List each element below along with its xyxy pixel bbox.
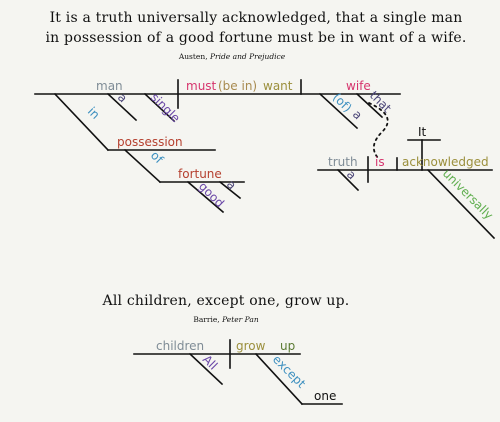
word-all: All	[200, 352, 220, 372]
word-must: must	[186, 79, 217, 93]
word-possession: possession	[117, 135, 183, 149]
word-a-fortune: a	[224, 177, 239, 192]
word-wife: wife	[346, 79, 371, 93]
quote2-citation: Barrie, Peter Pan	[193, 315, 259, 324]
modifier-line-a-fortune	[218, 180, 242, 200]
that-connector-dotted	[368, 102, 389, 159]
modifier-line-a-truth	[336, 168, 360, 192]
prep-line-except	[254, 352, 304, 406]
word-it: It	[418, 125, 427, 139]
diagram2-words: children grow up All except one	[156, 339, 336, 403]
modifier-line-good	[186, 180, 225, 214]
citation1-author: Austen,	[178, 52, 210, 61]
modifier-line-all	[188, 352, 224, 386]
word-want: want	[263, 79, 293, 93]
word-children: children	[156, 339, 204, 353]
prep-line-in	[53, 92, 110, 152]
word-universally: universally	[440, 166, 496, 222]
word-except: except	[270, 352, 309, 391]
word-acknowledged: acknowledged	[402, 155, 489, 169]
citation2-title: Peter Pan	[221, 315, 259, 324]
modifier-line-of	[318, 92, 359, 130]
quote1-line1: It is a truth universally acknowledged, …	[50, 10, 463, 26]
citation1-title: Pride and Prejudice	[209, 52, 286, 61]
word-be-in: (be in)	[218, 79, 257, 93]
word-man: man	[96, 79, 123, 93]
word-truth: truth	[328, 155, 358, 169]
prep-line-of	[123, 148, 162, 184]
quote1-line2: in possession of a good fortune must be …	[46, 30, 467, 46]
quote2: All children, except one, grow up.	[102, 293, 350, 309]
word-one: one	[314, 389, 336, 403]
diagram1-lines	[34, 79, 496, 240]
word-that: that	[367, 88, 394, 115]
modifier-line-universally	[426, 168, 496, 240]
quote1-citation: Austen, Pride and Prejudice	[178, 52, 286, 61]
word-of-fortune: of	[148, 148, 167, 167]
word-grow: grow	[236, 339, 266, 353]
modifier-line-a	[106, 92, 138, 122]
diagram2-lines	[133, 339, 343, 406]
word-a-wife: a	[350, 107, 365, 122]
citation2-author: Barrie,	[193, 315, 222, 324]
modifier-line-single	[143, 92, 176, 123]
word-fortune: fortune	[178, 167, 222, 181]
modifier-line-that	[355, 92, 384, 119]
word-is: is	[375, 155, 385, 169]
word-up: up	[280, 339, 295, 353]
word-in: in	[85, 104, 103, 122]
